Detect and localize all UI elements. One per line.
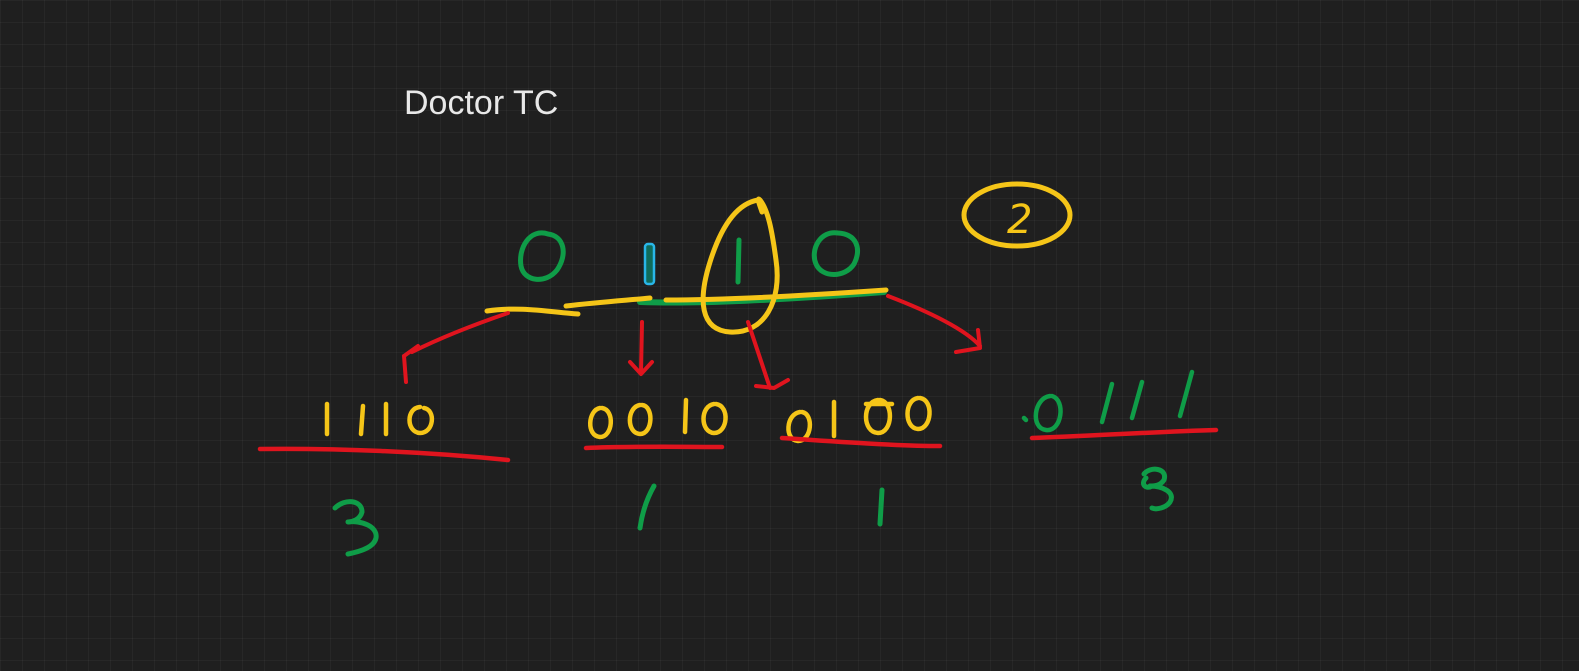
top-bit-0-first	[518, 230, 566, 282]
circled-number-marker: 2	[961, 181, 1073, 249]
group-4-digit	[1177, 369, 1195, 419]
group-4-digit	[1129, 379, 1145, 421]
group-2-bits	[583, 397, 728, 531]
top-bits	[518, 230, 860, 286]
arrow-to-group-3	[746, 320, 790, 390]
group-4-bits	[1021, 369, 1219, 512]
group-4-digit	[1099, 381, 1115, 425]
group-1-digit	[358, 403, 366, 437]
group-2-underline	[583, 444, 725, 451]
group-3-digit	[863, 397, 895, 436]
group-2-digit	[627, 402, 653, 437]
arrow-to-group-1	[402, 311, 510, 384]
top-bit-1-second	[735, 237, 742, 285]
group-1-underline	[257, 446, 511, 463]
group-2-digit	[588, 405, 613, 440]
yellow-underline	[484, 287, 889, 317]
group-2-digit	[701, 401, 728, 436]
board-title: Doctor TC	[404, 84, 559, 122]
group-4-digit	[1021, 393, 1063, 433]
group-1-bits	[257, 401, 511, 557]
arrow-to-group-2	[628, 320, 654, 376]
yellow-loop	[700, 196, 780, 335]
marker-circle	[961, 181, 1073, 249]
group-3-bits	[779, 395, 943, 527]
group-3-count	[877, 487, 885, 527]
red-arrows	[402, 294, 982, 390]
group-4-underline	[1029, 427, 1219, 441]
group-1-digit	[407, 404, 434, 436]
group-3-underline	[779, 435, 943, 449]
group-3-digit	[905, 395, 932, 432]
group-4-count	[1141, 466, 1174, 512]
group-2-digit	[682, 397, 689, 435]
arrow-to-group-4	[886, 294, 982, 354]
top-bit-0-last	[811, 230, 860, 277]
group-1-count	[332, 499, 379, 557]
group-2-count	[637, 483, 657, 531]
marker-number: 2	[1007, 197, 1032, 243]
cursor-bar-icon	[643, 242, 656, 286]
